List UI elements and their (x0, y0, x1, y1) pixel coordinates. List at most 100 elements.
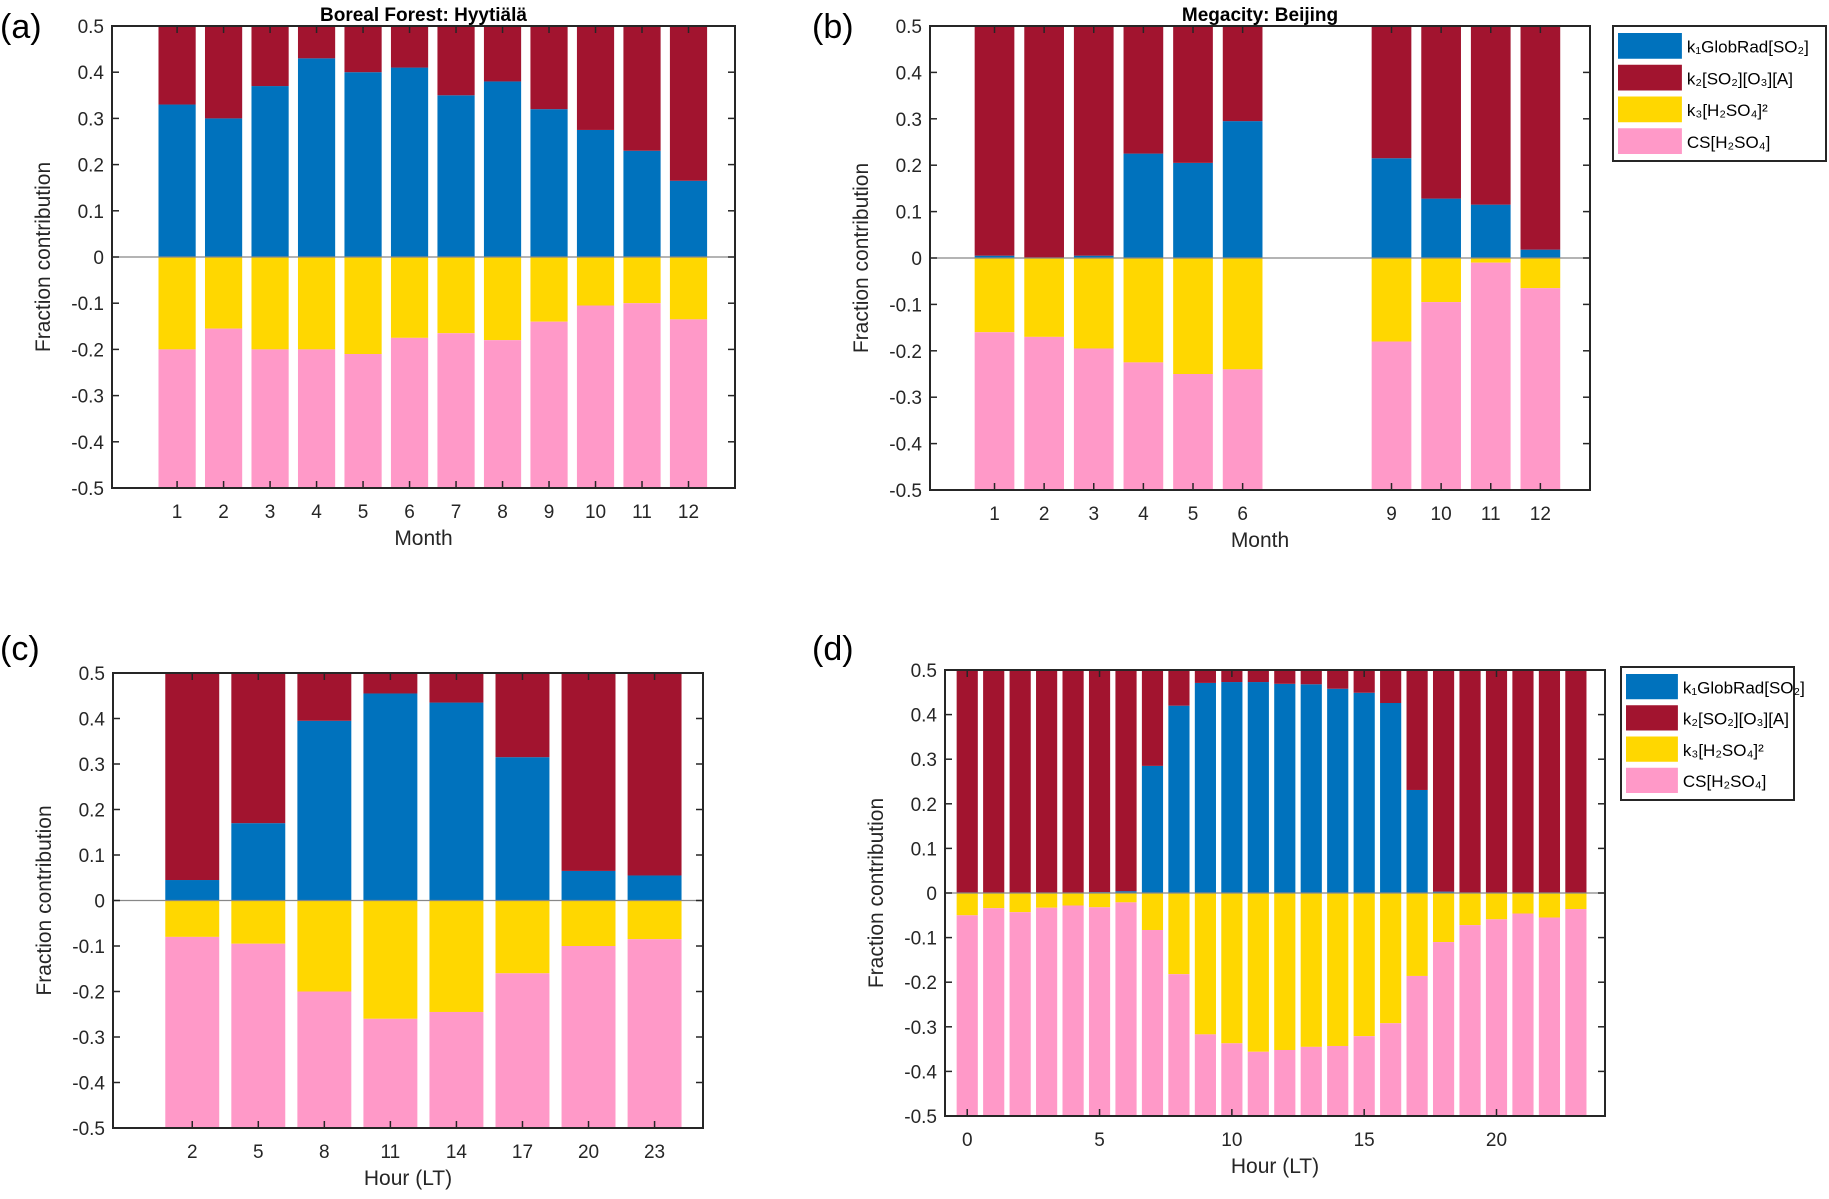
bar-k2-20 (561, 673, 616, 871)
bar-k1-6 (1222, 121, 1263, 259)
legend-swatch-cs (1626, 767, 1678, 793)
y-tick-label: 0.2 (896, 156, 922, 177)
x-tick-label: 12 (678, 502, 699, 523)
bar-k3-1 (983, 893, 1005, 909)
bar-cs-6 (1222, 369, 1263, 490)
legend: k₁GlobRad[SO₂] k₂[SO₂][O₃][A] k₃[H₂SO₄]² CS… (1612, 25, 1827, 162)
bar-cs-1 (158, 349, 196, 488)
x-tick-label: 15 (1354, 1130, 1375, 1151)
bar-cs-12 (1274, 1049, 1296, 1116)
chart-title: Boreal Forest: Hyytiälä (320, 5, 527, 26)
bar-k3-18 (1432, 893, 1455, 943)
y-tick-label: -0.5 (889, 481, 922, 502)
bar-cs-20 (1485, 919, 1508, 1116)
bar-k1-4 (1123, 153, 1164, 258)
y-tick-label: -0.5 (904, 1107, 937, 1128)
x-axis-label: Month (394, 527, 452, 550)
y-tick-label: -0.4 (71, 433, 104, 454)
bar-k2-15 (1353, 670, 1375, 693)
bar-k1-15 (1353, 692, 1375, 893)
y-tick-label: 0.5 (79, 664, 105, 685)
bar-k3-2 (165, 900, 220, 937)
bar-k3-20 (1485, 893, 1508, 920)
bar-cs-2 (165, 936, 220, 1128)
bar-cs-3 (1036, 907, 1058, 1116)
x-tick-label: 20 (1486, 1130, 1507, 1151)
bar-k3-10 (576, 257, 615, 306)
y-tick-label: -0.2 (889, 342, 922, 363)
y-tick-label: 0.4 (911, 706, 938, 727)
bar-k1-11 (363, 693, 418, 901)
bar-k1-20 (561, 870, 616, 901)
bar-k3-7 (1141, 893, 1164, 931)
bar-k3-9 (1194, 893, 1216, 1035)
x-tick-label: 11 (632, 502, 652, 523)
x-tick-label: 2 (218, 502, 229, 523)
bar-k3-6 (390, 257, 429, 338)
bar-k2-12 (669, 26, 708, 181)
bar-k2-5 (344, 26, 382, 73)
y-tick-label: -0.5 (71, 479, 104, 500)
x-tick-label: 6 (1237, 504, 1248, 525)
bar-k1-18 (1432, 891, 1455, 893)
bar-k1-17 (495, 757, 550, 901)
y-tick-label: -0.3 (71, 387, 104, 408)
legend-swatch-k1 (1618, 33, 1682, 59)
x-tick-label: 3 (265, 502, 276, 523)
bar-k3-14 (1327, 893, 1349, 1046)
panel-label: (a) (0, 8, 42, 46)
bar-cs-19 (1459, 925, 1481, 1116)
bar-k2-2 (165, 673, 220, 881)
bar-cs-12 (1520, 288, 1561, 490)
bar-k3-23 (1565, 893, 1587, 910)
bar-k2-5 (1173, 26, 1213, 163)
legend-swatch-k2 (1626, 705, 1678, 731)
panel-label: (d) (812, 630, 854, 668)
bar-k3-4 (1062, 893, 1084, 906)
x-tick-label: 2 (1039, 504, 1050, 525)
y-axis-label: Fraction contribution (32, 162, 55, 352)
bar-k1-11 (623, 150, 661, 257)
bar-k1-2 (204, 118, 243, 258)
bar-k2-18 (1432, 670, 1455, 892)
y-axis-label: Fraction contribution (33, 805, 56, 995)
bar-k3-6 (1222, 258, 1263, 370)
bar-k1-11 (1470, 204, 1511, 258)
bar-k3-16 (1380, 893, 1402, 1024)
bar-k2-12 (1274, 670, 1296, 684)
bar-k2-5 (231, 673, 286, 824)
bar-k3-5 (1173, 258, 1213, 374)
y-tick-label: -0.2 (904, 973, 937, 994)
y-tick-label: 0.3 (78, 109, 104, 130)
legend-swatch-k2 (1618, 64, 1682, 91)
y-tick-label: 0.5 (896, 17, 922, 38)
x-tick-label: 5 (253, 1142, 264, 1163)
x-tick-label: 6 (404, 502, 415, 523)
bar-k1-2 (165, 880, 220, 901)
bar-k1-9 (1194, 682, 1216, 893)
bar-k3-11 (1470, 258, 1511, 263)
bar-k2-3 (251, 26, 289, 87)
bar-k2-23 (1565, 670, 1587, 893)
bar-k3-15 (1353, 893, 1375, 1037)
bar-k1-7 (1141, 765, 1164, 893)
y-tick-label: -0.2 (71, 340, 104, 361)
y-tick-label: -0.1 (71, 294, 104, 315)
y-tick-label: 0.5 (78, 17, 104, 38)
x-tick-label: 0 (962, 1130, 973, 1151)
bar-k3-6 (1115, 893, 1137, 903)
bar-k2-8 (297, 673, 352, 721)
bar-cs-9 (530, 321, 568, 488)
bar-cs-4 (1123, 362, 1164, 490)
legend-swatch-cs (1618, 128, 1682, 154)
bar-cs-6 (390, 337, 429, 488)
x-axis-label: Month (1231, 529, 1289, 552)
bar-k3-1 (158, 257, 196, 350)
bar-cs-23 (1565, 909, 1587, 1116)
bar-k1-11 (1247, 682, 1269, 893)
y-tick-label: -0.4 (904, 1062, 937, 1083)
y-tick-label: -0.1 (904, 929, 937, 950)
y-tick-label: -0.5 (72, 1119, 105, 1140)
bar-k3-12 (1520, 258, 1561, 289)
